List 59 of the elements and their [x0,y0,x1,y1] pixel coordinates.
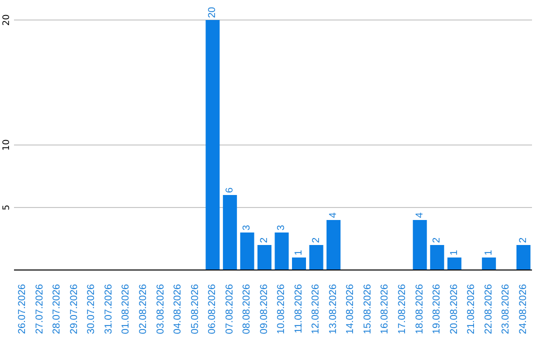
x-tick-label: 26.07.2026 [17,284,28,334]
bar [412,220,427,270]
x-tick-label: 04.08.2026 [172,284,184,334]
data-label: 3 [242,224,253,230]
x-tick-label: 19.08.2026 [432,284,443,334]
x-tick-label: 02.08.2026 [138,284,149,334]
bar [430,245,444,270]
bar [326,220,341,270]
data-label: 3 [276,224,288,230]
data-label: 2 [518,237,529,243]
data-label: 4 [328,212,340,218]
y-tick-label: 5 [2,204,12,210]
data-label: 1 [483,250,494,256]
bar [240,232,254,270]
data-label: 2 [310,237,322,243]
x-tick-label: 08.08.2026 [242,284,253,334]
data-label: 2 [432,237,443,243]
x-tick-label: 16.08.2026 [380,284,391,334]
x-tick-label: 06.08.2026 [207,284,218,334]
x-tick-label: 13.08.2026 [328,284,339,334]
bar [206,20,220,270]
x-tick-label: 07.08.2026 [224,284,236,334]
x-tick-label: 20.08.2026 [448,284,460,334]
x-tick-label: 23.08.2026 [500,284,512,334]
bar [257,245,272,270]
x-tick-label: 22.08.2026 [483,284,494,334]
x-tick-label: 14.08.2026 [345,284,356,334]
x-tick-label: 28.07.2026 [52,284,63,334]
x-tick-label: 27.07.2026 [34,284,46,334]
x-tick-label: 09.08.2026 [258,284,270,334]
x-tick-label: 03.08.2026 [155,284,166,334]
x-tick-label: 31.07.2026 [103,284,114,334]
x-tick-label: 21.08.2026 [466,284,478,334]
x-tick-label: 24.08.2026 [518,284,529,334]
x-tick-label: 15.08.2026 [362,284,374,334]
bar [482,258,496,270]
data-label: 1 [448,250,460,256]
x-tick-label: 05.08.2026 [190,284,201,334]
bar [274,232,289,270]
y-tick-label: 20 [2,14,12,26]
y-tick-label: 10 [2,139,12,151]
bar [447,258,462,270]
x-tick-label: 18.08.2026 [414,284,426,334]
x-tick-label: 12.08.2026 [310,284,322,334]
bar [222,195,237,270]
data-label: 20 [207,6,218,18]
data-label: 2 [258,237,270,243]
x-tick-label: 11.08.2026 [293,284,304,334]
x-tick-label: 10.08.2026 [276,284,288,334]
bar [309,245,324,270]
bar [292,258,306,270]
x-tick-label: 01.08.2026 [120,284,132,334]
x-tick-label: 29.07.2026 [68,284,80,334]
x-tick-label: 17.08.2026 [397,284,408,334]
data-label: 1 [293,250,304,256]
bar [516,245,530,270]
data-label: 6 [224,187,236,193]
data-label: 4 [414,212,426,218]
x-tick-label: 30.07.2026 [86,284,98,334]
